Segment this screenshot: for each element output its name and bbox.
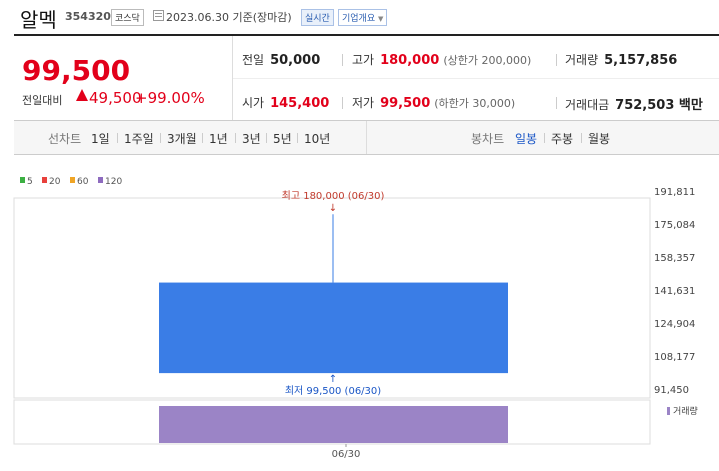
change-value: 49,500 <box>89 89 142 107</box>
change-percent: +99.00% <box>135 89 205 107</box>
y-tick-label: 141,631 <box>654 286 695 297</box>
legend-swatch <box>70 177 75 183</box>
tab-3m[interactable]: 3개월 <box>167 132 197 146</box>
low-cell: 저가 99,500 (하한가 30,000) <box>352 94 515 111</box>
chart-period-tabs: 선차트 1일 1주일 3개월 1년 3년 5년 10년 봉차트 일봉 주봉 월봉 <box>14 121 719 155</box>
tab-divider <box>297 133 298 143</box>
low-arrow-icon: ↑ <box>329 374 337 385</box>
amount-value: 752,503 백만 <box>615 98 703 113</box>
lower-limit: (하한가 30,000) <box>434 97 516 110</box>
legend-swatch <box>20 177 25 183</box>
tab-divider <box>235 133 236 143</box>
tab-5y[interactable]: 5년 <box>273 132 292 146</box>
volume-label: 거래량 <box>565 53 599 67</box>
volume-value: 5,157,856 <box>604 53 678 68</box>
legend-label: 5 <box>27 177 33 187</box>
legend-label: 20 <box>49 177 61 187</box>
prev-close-label: 전일 <box>242 53 265 67</box>
volume-frame <box>13 399 651 445</box>
tab-3y[interactable]: 3년 <box>242 132 261 146</box>
tab-divider <box>202 133 203 143</box>
tab-divider <box>117 133 118 143</box>
candle-chart-label: 봉차트 <box>471 132 505 146</box>
market-badge: 코스닥 <box>111 9 144 26</box>
tab-1d[interactable]: 1일 <box>91 132 110 146</box>
tabs-divider <box>366 121 367 154</box>
low-label: 저가 <box>352 96 375 110</box>
tab-divider <box>544 133 545 143</box>
x-tick-label: 06/30 <box>332 449 361 460</box>
current-price-panel: 99,500 전일대비 49,500 +99.00% <box>14 36 233 120</box>
plot-frame <box>13 197 651 399</box>
low-value: 99,500 <box>380 96 431 111</box>
y-tick-label: 124,904 <box>654 319 695 330</box>
low-annotation: 최저 99,500 (06/30) <box>285 385 381 397</box>
legend-swatch <box>98 177 103 183</box>
stock-name: 알멕 <box>20 8 57 32</box>
legend: 5 20 60 120 <box>20 177 122 187</box>
stock-code: 354320 <box>65 10 111 23</box>
y-tick-label: 108,177 <box>654 352 695 363</box>
tab-monthly[interactable]: 월봉 <box>588 132 611 146</box>
tab-divider <box>581 133 582 143</box>
change-label: 전일대비 <box>22 94 63 107</box>
calendar-icon <box>153 10 164 21</box>
realtime-button[interactable]: 실시간 <box>301 9 334 26</box>
y-tick-label: 191,811 <box>654 187 695 198</box>
tab-divider <box>266 133 267 143</box>
amount-cell: 거래대금 752,503 백만 <box>565 94 703 113</box>
open-value: 145,400 <box>270 96 330 111</box>
y-axis: 191,811 175,084 158,357 141,631 124,904 108,1… <box>654 187 695 396</box>
legend-label: 60 <box>77 177 89 187</box>
company-overview-dropdown[interactable]: 기업개요 ▼ <box>338 9 388 26</box>
tab-1w[interactable]: 1주일 <box>124 132 154 146</box>
volume-cell: 거래량 5,157,856 <box>565 51 677 68</box>
high-label: 고가 <box>352 53 375 67</box>
candlestick-chart[interactable]: 5 20 60 120 191,811 175,084 158,357 141,631 124… <box>0 155 719 471</box>
prev-close-value: 50,000 <box>270 53 321 68</box>
line-chart-label: 선차트 <box>48 132 82 146</box>
tab-weekly[interactable]: 주봉 <box>551 132 574 146</box>
high-cell: 고가 180,000 (상한가 200,000) <box>352 51 531 68</box>
open-label: 시가 <box>242 96 265 110</box>
tab-divider <box>160 133 161 143</box>
tab-1y[interactable]: 1년 <box>209 132 228 146</box>
chevron-down-icon: ▼ <box>378 15 384 23</box>
divider <box>342 97 343 109</box>
stock-header: 알멕 354320 코스닥 2023.06.30 기준(장마감) 실시간 기업개… <box>0 0 719 34</box>
tab-10y[interactable]: 10년 <box>304 132 331 146</box>
high-annotation: 최고 180,000 (06/30) <box>282 190 385 202</box>
volume-legend-swatch <box>667 407 670 415</box>
quote-date: 2023.06.30 기준(장마감) <box>166 11 292 24</box>
upper-limit: (상한가 200,000) <box>443 54 532 67</box>
up-triangle-icon <box>76 89 88 101</box>
high-value: 180,000 <box>380 53 440 68</box>
divider <box>556 97 557 109</box>
company-overview-label: 기업개요 <box>342 14 376 24</box>
y-tick-label: 175,084 <box>654 220 695 231</box>
current-price: 99,500 <box>22 54 131 87</box>
volume-legend-label: 거래량 <box>673 405 698 417</box>
row-divider <box>233 78 719 79</box>
prev-close-cell: 전일 50,000 <box>242 51 320 68</box>
legend-swatch <box>42 177 47 183</box>
amount-label: 거래대금 <box>565 98 610 112</box>
quote-summary: 99,500 전일대비 49,500 +99.00% 전일 50,000 고가 18… <box>14 34 719 121</box>
high-arrow-icon: ↓ <box>329 203 337 214</box>
divider <box>556 54 557 66</box>
open-cell: 시가 145,400 <box>242 94 329 111</box>
y-tick-label: 91,450 <box>654 385 689 396</box>
y-tick-label: 158,357 <box>654 253 695 264</box>
divider <box>342 54 343 66</box>
candle-body[interactable] <box>159 282 508 374</box>
legend-label: 120 <box>105 177 122 187</box>
tab-daily[interactable]: 일봉 <box>515 132 538 146</box>
volume-bar[interactable] <box>159 406 508 443</box>
